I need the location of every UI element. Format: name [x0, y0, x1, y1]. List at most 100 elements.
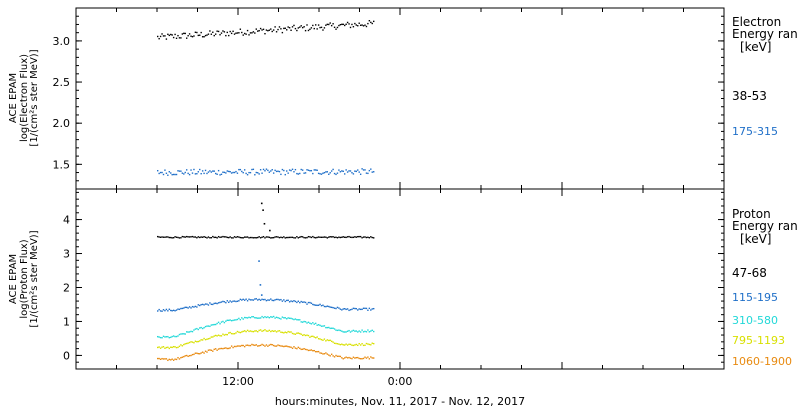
data-point-38-53	[168, 34, 170, 37]
data-point-795-1193	[304, 334, 307, 337]
data-point-310-580	[349, 331, 352, 333]
data-point-175-315	[362, 169, 365, 171]
data-point-38-53	[219, 34, 221, 36]
data-point-47-68	[225, 236, 227, 238]
data-point-47-68	[255, 237, 257, 239]
data-point-175-315	[300, 168, 302, 171]
data-point-1060-1900	[193, 353, 195, 356]
data-point-38-53	[262, 28, 265, 31]
data-point-38-53	[342, 23, 344, 26]
data-point-310-580	[364, 330, 366, 333]
data-point-310-580	[333, 328, 336, 330]
data-point-47-68	[303, 236, 305, 239]
data-point-115-195	[216, 302, 218, 305]
data-point-38-53	[171, 34, 173, 36]
data-point-1060-1900	[283, 345, 285, 348]
data-point-47-68	[197, 236, 199, 238]
data-point-47-68	[204, 236, 207, 238]
data-point-1060-1900	[233, 345, 236, 348]
data-point-38-53	[325, 24, 327, 26]
data-point-175-315	[278, 170, 281, 173]
data-point-310-580	[373, 330, 375, 333]
data-point-38-53	[371, 22, 373, 25]
data-point-795-1193	[313, 336, 315, 338]
data-point-795-1193	[180, 344, 182, 346]
data-point-795-1193	[212, 336, 214, 338]
data-point-47-68	[230, 237, 233, 239]
data-point-38-53	[161, 33, 163, 35]
data-point-47-68	[180, 237, 182, 239]
data-point-795-1193	[161, 346, 163, 348]
data-point-795-1193	[355, 343, 358, 346]
data-point-310-580	[251, 315, 253, 318]
data-point-310-580	[206, 325, 208, 327]
data-point-115-195	[345, 308, 347, 311]
data-point-795-1193	[346, 344, 349, 346]
proton-legend: Proton Energy ran [keV] 47-68 115-195 31…	[732, 207, 798, 368]
data-point-310-580	[246, 317, 249, 319]
data-point-175-315	[203, 172, 205, 175]
data-point-47-68	[323, 236, 326, 238]
data-point-795-1193	[190, 341, 192, 343]
data-point-310-580	[168, 336, 170, 339]
data-point-1060-1900	[242, 344, 244, 347]
data-point-47-68	[296, 236, 298, 238]
data-point-310-580	[351, 330, 353, 332]
data-point-1060-1900	[210, 349, 213, 352]
data-point-1060-1900	[228, 347, 230, 350]
data-point-1060-1900	[330, 353, 333, 355]
data-point-38-53	[251, 32, 253, 34]
proton-ytick-label: 3	[63, 248, 70, 261]
data-point-38-53	[233, 33, 236, 35]
data-point-175-315	[177, 170, 179, 172]
data-point-175-315	[248, 171, 250, 174]
data-point-47-68	[306, 236, 308, 239]
data-point-795-1193	[361, 342, 363, 345]
data-point-310-580	[210, 324, 213, 326]
data-point-115-195	[252, 299, 255, 301]
data-point-47-68	[357, 235, 359, 238]
data-point-47-68	[168, 236, 170, 239]
data-point-38-53	[246, 29, 249, 32]
data-point-1060-1900	[274, 345, 276, 347]
data-point-47-68	[209, 237, 211, 239]
data-point-115-195	[323, 305, 326, 308]
data-point-38-53	[286, 29, 288, 31]
data-point-47-68	[368, 237, 371, 239]
data-point-38-53	[281, 31, 284, 34]
data-point-47-68	[203, 235, 205, 238]
data-point-175-315	[209, 170, 211, 172]
data-point-1060-1900	[181, 356, 184, 358]
data-point-47-68	[329, 236, 331, 238]
data-point-38-53	[239, 28, 242, 30]
data-point-115-195	[359, 308, 362, 311]
data-point-175-315	[319, 173, 321, 175]
data-point-1060-1900	[300, 348, 302, 351]
data-point-38-53	[165, 38, 168, 40]
data-point-795-1193	[193, 342, 195, 344]
data-point-47-68	[239, 236, 242, 239]
data-point-38-53	[216, 30, 218, 32]
data-point-47-68	[351, 236, 353, 239]
data-point-795-1193	[284, 331, 286, 333]
data-point-1060-1900	[352, 356, 355, 358]
data-point-47-68	[181, 235, 184, 238]
data-point-310-580	[362, 331, 365, 333]
data-point-1060-1900	[177, 356, 179, 359]
data-point-1060-1900	[217, 348, 220, 350]
data-point-175-315	[230, 172, 233, 174]
data-point-795-1193	[316, 336, 318, 338]
data-point-38-53	[373, 20, 375, 23]
data-point-1060-1900	[342, 358, 344, 360]
data-point-115-195	[212, 303, 214, 306]
data-point-1060-1900	[241, 344, 243, 347]
data-point-310-580	[252, 316, 255, 318]
data-point-175-315	[293, 171, 295, 173]
data-point-47-68	[271, 237, 273, 239]
data-point-175-315	[245, 172, 247, 175]
data-point-38-53	[226, 31, 228, 34]
data-point-47-68	[187, 236, 189, 238]
data-point-47-68	[349, 236, 352, 238]
data-point-310-580	[157, 335, 159, 338]
data-point-1060-1900	[190, 354, 192, 357]
